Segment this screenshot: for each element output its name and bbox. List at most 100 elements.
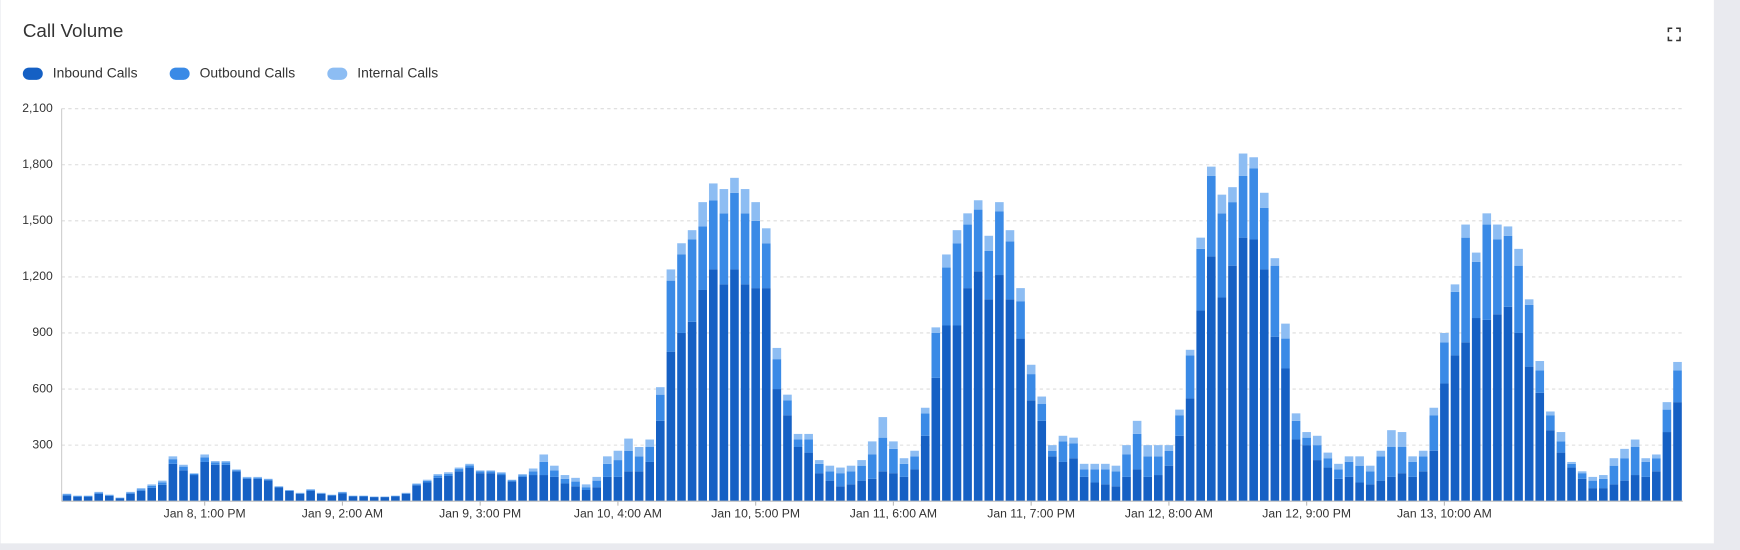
bar-segment	[1228, 202, 1237, 266]
bar-segment	[433, 474, 443, 476]
legend-swatch[interactable]	[169, 67, 190, 80]
bar-segment	[232, 471, 241, 502]
bar-segment	[624, 471, 633, 502]
bar-segment	[581, 484, 591, 488]
bar-segment	[719, 284, 729, 502]
bar-segment	[1355, 482, 1364, 502]
bar-segment	[942, 267, 951, 326]
bar-segment	[444, 475, 453, 502]
bar-segment	[1344, 461, 1354, 477]
bar-segment	[1620, 480, 1629, 502]
bar-segment	[571, 486, 580, 502]
bar-segment	[157, 484, 167, 502]
bar-segment	[1058, 441, 1068, 462]
expand-icon[interactable]	[1667, 27, 1681, 42]
bar-segment	[528, 471, 538, 476]
bar-segment	[867, 454, 877, 479]
bar-segment	[973, 209, 983, 272]
bar-segment	[1546, 415, 1555, 431]
bar-segment	[1418, 450, 1428, 457]
bar-segment	[263, 479, 273, 481]
bar-segment	[772, 359, 782, 390]
bar-segment	[1440, 342, 1449, 384]
bar-segment	[1567, 461, 1576, 464]
bar-segment	[571, 477, 580, 482]
bar-segment	[1016, 288, 1025, 302]
bar-segment	[1090, 482, 1100, 502]
bar-segment	[1323, 467, 1333, 502]
bar-segment	[560, 478, 570, 484]
bar-segment	[475, 473, 485, 502]
bar-segment	[1249, 157, 1258, 169]
bar-segment	[592, 480, 602, 488]
bar-segment	[984, 250, 994, 300]
bar-segment	[486, 470, 496, 472]
bar-segment	[634, 471, 644, 502]
bar-segment	[1132, 433, 1142, 470]
bar-segment	[401, 493, 411, 502]
bar-segment	[793, 433, 803, 440]
bar-segment	[1567, 467, 1576, 502]
bar-segment	[1312, 435, 1322, 446]
bar-segment	[857, 460, 866, 466]
bar-segment	[126, 493, 135, 502]
bar-segment	[1535, 361, 1545, 371]
bar-segment	[1196, 310, 1205, 502]
bar-segment	[327, 495, 337, 496]
bar-segment	[952, 243, 962, 326]
bar-segment	[1037, 420, 1047, 502]
bar-segment	[1461, 224, 1470, 238]
bar-segment	[836, 467, 845, 474]
legend-label[interactable]: Inbound Calls	[53, 64, 138, 80]
bar-segment	[1556, 432, 1566, 442]
bar-segment	[263, 478, 273, 480]
bar-segment	[1090, 463, 1100, 470]
bar-segment	[1016, 338, 1025, 502]
legend-swatch[interactable]	[327, 67, 348, 80]
bar-segment	[348, 496, 358, 502]
bar-segment	[1079, 476, 1089, 502]
bar-segment	[1016, 301, 1025, 339]
bar-segment	[666, 280, 676, 352]
bar-segment	[1069, 458, 1078, 502]
bar-segment	[1577, 473, 1587, 479]
bar-segment	[751, 220, 760, 289]
bar-segment	[719, 189, 729, 214]
bar-segment	[603, 476, 612, 502]
bar-segment	[1302, 445, 1311, 502]
bar-segment	[1408, 461, 1417, 477]
bar-segment	[846, 471, 856, 485]
bar-segment	[793, 439, 803, 448]
bar-segment	[200, 457, 209, 462]
bar-segment	[920, 413, 930, 436]
bar-segment	[401, 493, 411, 494]
bar-segment	[1609, 465, 1619, 485]
bar-segment	[94, 491, 104, 493]
bar-segment	[1217, 297, 1227, 502]
legend-swatch[interactable]	[22, 67, 43, 80]
bar-segment	[1471, 261, 1481, 319]
bar-segment	[210, 462, 220, 465]
bar-segment	[899, 458, 909, 464]
bar-segment	[698, 202, 707, 227]
bar-segment	[1546, 411, 1555, 416]
bar-segment	[83, 496, 93, 502]
bar-segment	[656, 420, 665, 502]
bar-segment	[539, 475, 549, 502]
bar-segment	[327, 495, 337, 502]
bar-segment	[1281, 338, 1290, 369]
bar-segment	[210, 464, 220, 502]
bar-segment	[1270, 336, 1280, 502]
bar-segment	[1111, 471, 1121, 487]
legend-label[interactable]: Outbound Calls	[200, 64, 296, 80]
bar-segment	[603, 463, 612, 477]
bar-segment	[1026, 364, 1036, 375]
bar-segment	[518, 475, 527, 477]
bar-segment	[157, 480, 167, 483]
bar-segment	[1567, 463, 1576, 468]
bar-segment	[836, 473, 845, 487]
bar-segment	[539, 461, 549, 476]
bar-segment	[1122, 445, 1131, 455]
legend-label[interactable]: Internal Calls	[357, 64, 438, 80]
